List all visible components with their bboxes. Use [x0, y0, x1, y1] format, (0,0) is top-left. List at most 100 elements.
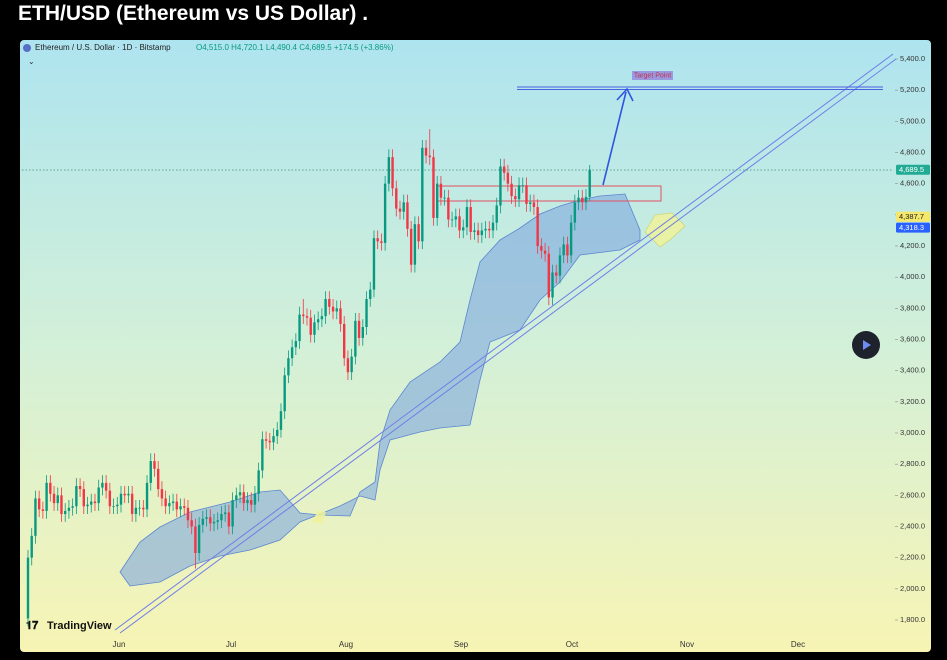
candle-body: [49, 482, 52, 494]
ohlc-legend: O4,515.0 H4,720.1 L4,490.4 C4,689.5 +174…: [196, 43, 394, 52]
candle-body: [242, 492, 245, 504]
candle-body: [436, 183, 439, 218]
candle-body: [569, 222, 573, 256]
candle-body: [402, 202, 405, 212]
candle-body: [529, 202, 532, 204]
candle-body: [439, 183, 443, 198]
candle-body: [365, 298, 368, 328]
candle-body: [499, 166, 502, 206]
candle-body: [324, 298, 327, 317]
candle-body: [82, 489, 85, 507]
candle-body: [67, 507, 71, 511]
candle-body: [484, 228, 487, 231]
candle-body: [447, 197, 450, 220]
y-tick-label: 2,400.0: [900, 521, 925, 530]
candle-body: [190, 520, 193, 527]
candle-body: [428, 155, 431, 158]
candle-body: [476, 230, 480, 236]
candle-body: [153, 461, 156, 469]
candle-body: [562, 244, 565, 256]
candle-body: [588, 169, 591, 197]
candle-body: [372, 238, 376, 290]
candle-body: [164, 498, 167, 507]
candle-body: [264, 439, 268, 441]
y-tick-label: 1,800.0: [900, 615, 925, 624]
candle-body: [138, 507, 141, 509]
candle-body: [514, 196, 517, 200]
candle-body: [250, 500, 253, 505]
candle-body: [157, 468, 160, 490]
candle-body: [294, 341, 298, 348]
candle-body: [261, 439, 264, 471]
candle-body: [469, 207, 472, 232]
candle-body: [406, 202, 409, 229]
candle-body: [395, 188, 398, 209]
ichimoku-cloud: [119, 193, 641, 587]
arrow-head: [616, 87, 634, 102]
price-label-bg: [896, 222, 930, 233]
y-tick-label: 2,800.0: [900, 459, 925, 468]
candle-body: [119, 493, 123, 505]
candle-body: [473, 230, 476, 232]
candle-body: [279, 411, 283, 430]
candle-body: [491, 222, 495, 231]
candle-body: [205, 517, 208, 519]
candle-body: [506, 172, 510, 184]
target-label-bg: [632, 71, 673, 80]
symbol-icon: [23, 44, 31, 52]
candle-body: [149, 461, 152, 483]
candle-body: [209, 517, 212, 524]
collapse-icon[interactable]: ⌄: [28, 57, 35, 66]
candle-body: [305, 316, 309, 318]
candle-body: [577, 197, 580, 203]
candle-body: [309, 317, 312, 335]
candle-body: [328, 298, 331, 307]
x-tick-label: Oct: [566, 640, 579, 649]
candle-body: [197, 524, 201, 553]
candle-body: [450, 219, 454, 221]
candle-body: [238, 492, 242, 496]
candle-body: [584, 196, 588, 203]
candle-body: [517, 185, 521, 200]
candle-body: [454, 216, 457, 220]
price-label-bg: [896, 211, 930, 222]
cloud-yellow: [312, 510, 326, 524]
candle-body: [26, 557, 30, 619]
candle-body: [298, 314, 301, 342]
price-label: 4,318.3: [899, 223, 924, 232]
x-tick-label: Nov: [680, 640, 694, 649]
candle-body: [45, 482, 48, 511]
candle-body: [283, 375, 286, 412]
candle-body: [313, 322, 316, 335]
y-tick-label: 5,400.0: [900, 54, 925, 63]
candle-body: [521, 185, 524, 187]
candle-body: [510, 183, 513, 197]
candle-body: [75, 485, 78, 507]
candle-body: [216, 520, 219, 522]
candle-body: [335, 308, 338, 312]
candle-body: [97, 487, 100, 504]
candle-body: [108, 490, 112, 507]
candle-body: [409, 228, 413, 265]
candle-body: [276, 429, 279, 437]
candle-body: [581, 197, 584, 203]
candle-body: [413, 224, 417, 265]
candle-body: [101, 482, 104, 488]
candle-body: [130, 493, 134, 515]
candle-body: [346, 358, 350, 373]
candle-body: [387, 157, 391, 184]
y-tick-label: 4,200.0: [900, 241, 925, 250]
price-label-bg: [896, 164, 930, 175]
y-tick-label: 4,600.0: [900, 179, 925, 188]
candle-body: [380, 241, 383, 243]
candle-body: [175, 501, 178, 510]
x-tick-label: Jul: [226, 640, 236, 649]
candle-body: [60, 495, 63, 515]
brand: TradingView: [47, 620, 112, 632]
candle-body: [223, 512, 227, 515]
y-tick-label: 3,600.0: [900, 334, 925, 343]
candle-body: [104, 482, 108, 491]
x-tick-label: Jun: [113, 640, 126, 649]
candle-body: [246, 500, 249, 504]
